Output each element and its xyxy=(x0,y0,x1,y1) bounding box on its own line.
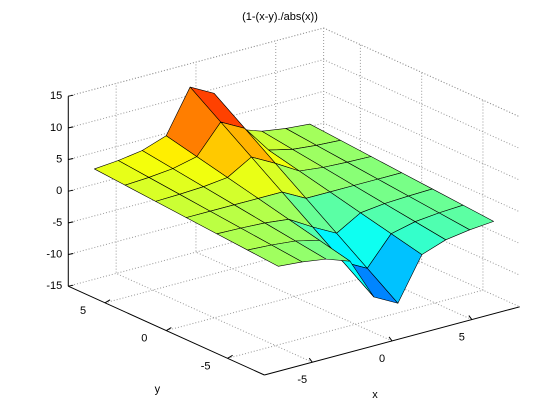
tick-mark xyxy=(308,357,313,363)
grid-line xyxy=(227,100,484,359)
grid-line xyxy=(68,122,520,213)
tick-mark xyxy=(68,158,74,161)
z-tick-label: 5 xyxy=(56,153,62,165)
grid-line xyxy=(68,59,520,149)
z-tick-label: 0 xyxy=(56,185,62,197)
x-tick-label: 5 xyxy=(459,331,465,343)
y-tick-label: 0 xyxy=(141,333,147,345)
x-tick-label: -5 xyxy=(297,374,307,386)
box-edge xyxy=(68,27,520,118)
tick-mark xyxy=(468,315,473,320)
y-tick-label: 5 xyxy=(80,305,86,317)
tick-mark xyxy=(68,126,74,129)
grid-line xyxy=(166,72,423,332)
x-axis-label: x xyxy=(372,389,378,401)
z-tick-label: 15 xyxy=(50,90,62,102)
y-axis-label: y xyxy=(155,384,161,396)
y-tick-label: -5 xyxy=(201,360,211,372)
tick-mark xyxy=(68,189,74,192)
tick-mark xyxy=(68,253,74,256)
tick-mark xyxy=(166,327,172,332)
z-tick-label: -10 xyxy=(46,248,62,260)
chart-title: (1-(x-y)./abs(x)) xyxy=(242,11,318,23)
tick-mark xyxy=(227,354,233,359)
z-tick-label: -15 xyxy=(46,280,62,292)
z-tick-label: -5 xyxy=(52,217,62,229)
tick-mark xyxy=(388,336,393,342)
grid-line xyxy=(68,27,520,118)
z-tick-label: 10 xyxy=(50,122,62,134)
tick-mark xyxy=(104,299,111,304)
x-tick-label: 0 xyxy=(379,353,385,365)
tick-mark xyxy=(68,284,74,287)
tick-mark xyxy=(68,221,74,224)
surface-patch xyxy=(247,244,303,267)
tick-mark xyxy=(68,94,74,97)
